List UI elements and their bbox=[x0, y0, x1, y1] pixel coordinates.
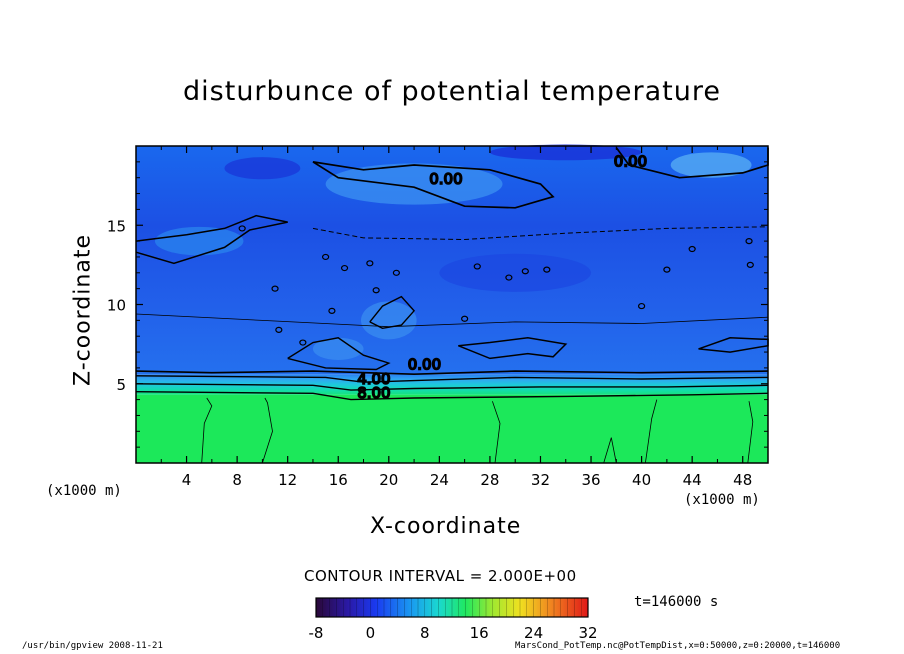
field-patch bbox=[489, 144, 642, 161]
field-patch bbox=[312, 337, 364, 360]
footer-right: MarsCond_PotTemp.nc@PotTempDist,x=0:5000… bbox=[515, 641, 841, 651]
field-patch bbox=[224, 157, 301, 180]
contour-blob bbox=[340, 264, 349, 272]
contour-blob bbox=[275, 326, 283, 333]
x-tick-label: 24 bbox=[430, 471, 449, 489]
x-tick-label: 36 bbox=[581, 471, 600, 489]
contour-line bbox=[287, 337, 391, 371]
contour-blob bbox=[322, 253, 330, 261]
contour-blob bbox=[688, 245, 696, 253]
time-label: t=146000 s bbox=[634, 594, 719, 610]
x-tick-label: 16 bbox=[329, 471, 348, 489]
contour-line bbox=[458, 337, 568, 360]
contour-line bbox=[312, 161, 555, 209]
contour-line bbox=[369, 295, 416, 330]
contour-line bbox=[262, 397, 273, 464]
contour-line bbox=[492, 401, 501, 464]
contour-line bbox=[201, 397, 213, 464]
contour-blob bbox=[473, 263, 481, 270]
colorbar-tick-label: -8 bbox=[309, 624, 324, 642]
contour-label: 8.00 bbox=[357, 384, 390, 402]
footer-left: /usr/bin/gpview 2008-11-21 bbox=[22, 641, 163, 651]
contour-label: 4.00 bbox=[357, 370, 390, 388]
x-tick-label: 20 bbox=[379, 471, 398, 489]
contour-line bbox=[135, 214, 288, 265]
contour-blob bbox=[328, 307, 336, 314]
field-lower-layer bbox=[136, 394, 768, 463]
field-patch bbox=[154, 226, 244, 256]
contour-blob bbox=[238, 225, 246, 232]
contour-label: 0.00 bbox=[429, 170, 462, 188]
contour-line bbox=[135, 383, 769, 391]
field-patch bbox=[439, 253, 592, 292]
x-tick-label: 48 bbox=[733, 471, 752, 489]
field-patch bbox=[360, 301, 417, 340]
contour-line bbox=[747, 401, 754, 464]
colorbar-tick-label: 16 bbox=[470, 624, 489, 642]
contour-blob bbox=[299, 339, 307, 346]
contour-line bbox=[312, 226, 769, 241]
contour-blob bbox=[637, 302, 646, 310]
contour-blob bbox=[543, 266, 551, 273]
contour-line bbox=[135, 313, 769, 328]
x-tick-label: 44 bbox=[683, 471, 702, 489]
contour-label: 0.00 bbox=[408, 355, 441, 373]
contour-line bbox=[135, 370, 769, 376]
x-tick-label: 40 bbox=[632, 471, 651, 489]
contour-blob bbox=[461, 315, 469, 322]
field-patch bbox=[670, 152, 752, 178]
field-transition-layer bbox=[136, 374, 768, 395]
x-tick-label: 4 bbox=[182, 471, 192, 489]
chart-title: disturbunce of potential temperature bbox=[183, 76, 721, 107]
y-axis-label: Z-coordinate bbox=[70, 234, 96, 386]
contour-blob bbox=[271, 285, 279, 292]
contour-blob bbox=[366, 260, 374, 267]
contour-blob bbox=[372, 287, 380, 294]
contour-blob bbox=[505, 274, 513, 281]
field-patch bbox=[325, 163, 503, 205]
x-tick-label: 12 bbox=[278, 471, 297, 489]
x-tick-label: 32 bbox=[531, 471, 550, 489]
contour-line bbox=[603, 437, 617, 464]
x-tick-label: 28 bbox=[480, 471, 499, 489]
contour-line bbox=[135, 391, 769, 401]
contour-blob bbox=[745, 238, 753, 245]
y-tick-label: 5 bbox=[116, 376, 126, 394]
contour-blob bbox=[663, 266, 671, 273]
contour-blob bbox=[746, 261, 754, 268]
contour-interval-label: CONTOUR INTERVAL = 2.000E+00 bbox=[304, 567, 577, 585]
contour-line bbox=[645, 399, 658, 464]
colorbar-tick-label: 24 bbox=[524, 624, 543, 642]
contour-blob bbox=[521, 268, 529, 275]
colorbar-tick-label: 32 bbox=[578, 624, 597, 642]
contour-label: 0.00 bbox=[614, 153, 647, 171]
x-unit-label: (x1000 m) bbox=[684, 492, 760, 508]
y-tick-label: 10 bbox=[107, 297, 126, 315]
contour-blob bbox=[392, 269, 400, 276]
colorbar-tick-label: 0 bbox=[366, 624, 376, 642]
y-tick-label: 15 bbox=[107, 217, 126, 235]
x-axis-label: X-coordinate bbox=[370, 514, 522, 539]
colorbar-tick-label: 8 bbox=[420, 624, 430, 642]
contour-line bbox=[135, 375, 769, 383]
z-unit-label: (x1000 m) bbox=[46, 483, 122, 499]
x-tick-label: 8 bbox=[232, 471, 242, 489]
